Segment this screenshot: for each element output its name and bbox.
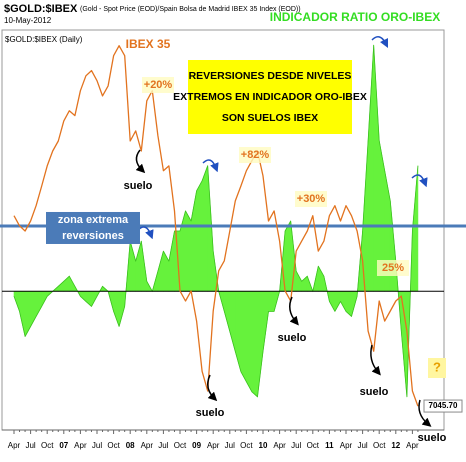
- x-tick-label: Apr: [141, 441, 154, 450]
- x-tick-label: Apr: [406, 441, 419, 450]
- threshold-label: reversiones: [62, 230, 124, 242]
- area-segment: [185, 210, 192, 292]
- price-line: [13, 45, 419, 407]
- x-tick-label: Jul: [225, 441, 235, 450]
- gain-bg: [142, 77, 174, 93]
- gain-label: +20%: [144, 79, 173, 91]
- area-segment: [240, 291, 247, 382]
- chart-title: $GOLD:$IBEX: [4, 3, 78, 15]
- area-segment: [251, 291, 258, 398]
- x-tick-label: Jul: [92, 441, 102, 450]
- indicator-title: INDICADOR RATIO ORO-IBEX: [270, 10, 440, 24]
- subtitle: (Gold - Spot Price (EOD)/Spain Bolsa de …: [80, 6, 301, 13]
- area-segment: [201, 165, 208, 292]
- x-tick-label: Oct: [107, 441, 120, 450]
- x-tick-label: Apr: [340, 441, 353, 450]
- indicator-line: [13, 44, 419, 398]
- suelo-label: suelo: [124, 180, 153, 192]
- arrows: [135, 36, 432, 427]
- x-tick-label: Oct: [174, 441, 187, 450]
- last-value-label: 7045.70: [429, 401, 458, 410]
- ibex-label: IBEX 35: [126, 37, 171, 51]
- x-tick-label: Jul: [291, 441, 301, 450]
- x-tick-label: Jul: [158, 441, 168, 450]
- x-tick-label: 11: [325, 441, 334, 450]
- suelo-label: suelo: [360, 386, 389, 398]
- gain-bg: [377, 260, 409, 276]
- x-tick-label: Jul: [25, 441, 35, 450]
- x-tick-label: Jul: [357, 441, 367, 450]
- question-label: ?: [433, 359, 441, 374]
- message-line: REVERSIONES DESDE NIVELES: [189, 70, 352, 82]
- message-box: [188, 60, 352, 134]
- x-tick-label: Apr: [8, 441, 21, 450]
- question-bg: [428, 358, 446, 378]
- x-tick-label: 08: [126, 441, 135, 450]
- suelo-label: suelo: [196, 407, 225, 419]
- gain-bg: [295, 191, 327, 207]
- suelo-label: suelo: [418, 432, 447, 444]
- x-tick-label: 07: [59, 441, 68, 450]
- x-tick-label: Apr: [207, 441, 220, 450]
- message-line: SON SUELOS IBEX: [222, 112, 318, 124]
- area-segment: [246, 291, 253, 392]
- message-line: EXTREMOS EN INDICADOR ORO-IBEX: [173, 91, 367, 103]
- threshold-label: zona extrema: [58, 214, 129, 226]
- x-tick-label: 09: [192, 441, 201, 450]
- area-segment: [196, 180, 203, 292]
- area-segment: [268, 291, 275, 312]
- gain-label: +82%: [241, 149, 270, 161]
- gain-label: +30%: [297, 193, 326, 205]
- x-tick-label: 12: [391, 441, 400, 450]
- last-value-box: [423, 399, 463, 413]
- date: 10-May-2012: [4, 16, 52, 25]
- suelo-label: suelo: [278, 332, 307, 344]
- x-tick-label: Oct: [373, 441, 386, 450]
- x-tick-label: Oct: [307, 441, 320, 450]
- threshold-box: [46, 211, 140, 244]
- x-tick-label: Oct: [240, 441, 253, 450]
- panel-label: $GOLD:$IBEX (Daily): [5, 35, 83, 44]
- x-tick-label: 10: [259, 441, 268, 450]
- gain-label: 25%: [382, 262, 404, 274]
- area-segment: [284, 220, 291, 292]
- x-tick-label: Oct: [41, 441, 54, 450]
- x-tick-label: Apr: [74, 441, 87, 450]
- x-tick-label: Apr: [273, 441, 286, 450]
- gain-bg: [239, 147, 271, 163]
